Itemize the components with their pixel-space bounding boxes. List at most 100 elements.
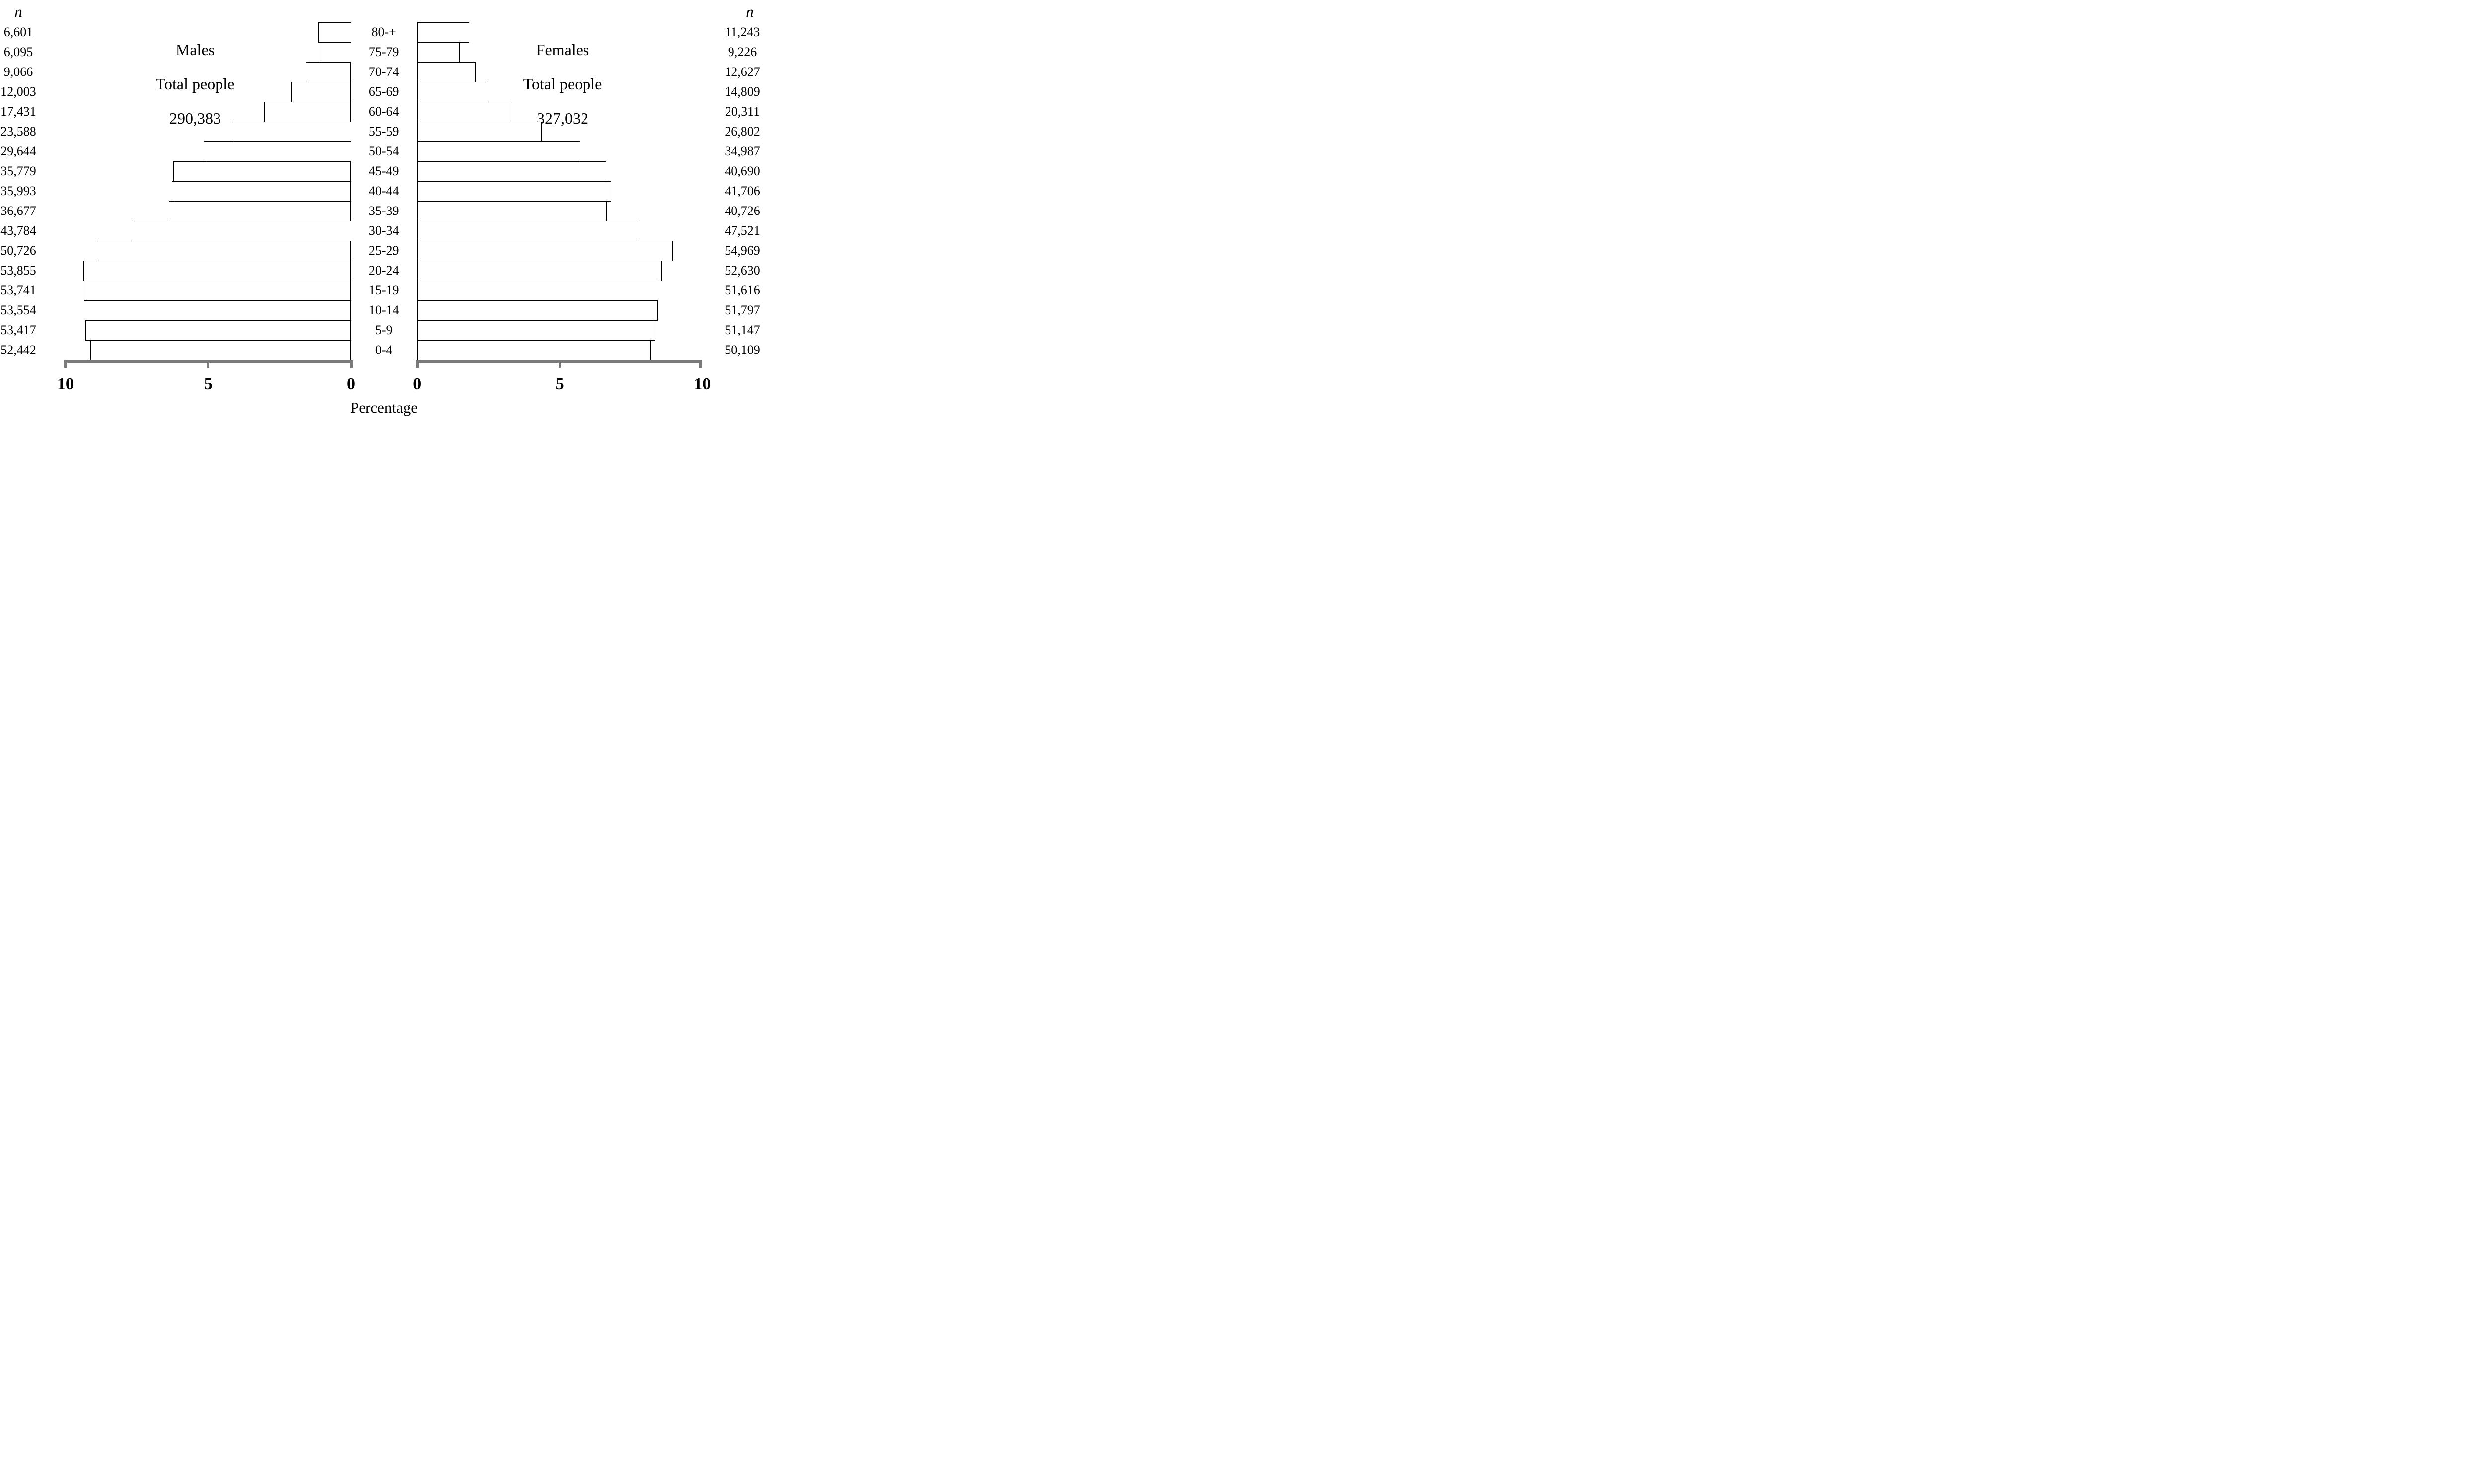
male-bar	[99, 240, 351, 262]
age-label: 0-4	[375, 342, 393, 357]
male-x-axis-tick-10	[64, 359, 67, 368]
male-n-label: 12,003	[0, 84, 36, 99]
male-n-label: 43,784	[0, 223, 36, 238]
male-bar	[133, 220, 351, 242]
male-n-label: 29,644	[0, 143, 36, 158]
male-bar	[84, 300, 351, 321]
female-bar	[417, 161, 607, 182]
male-n-label: 50,726	[0, 243, 36, 258]
left-n-header: n	[14, 3, 22, 20]
right-n-header: n	[746, 3, 754, 20]
female-n-label: 47,521	[725, 223, 760, 238]
male-bar	[90, 340, 351, 361]
age-label: 30-34	[368, 223, 399, 238]
male-bar	[83, 260, 351, 282]
female-bar	[417, 101, 512, 123]
female-bar	[417, 220, 639, 242]
male-n-label: 35,993	[0, 183, 36, 198]
female-bar	[417, 42, 460, 63]
age-label: 40-44	[368, 183, 399, 198]
male-bar	[305, 62, 351, 83]
female-n-label: 26,802	[725, 124, 760, 139]
female-tick-label-10: 10	[694, 375, 711, 393]
male-n-label: 36,677	[0, 203, 36, 218]
male-bar	[320, 42, 351, 63]
male-bar	[233, 121, 351, 142]
female-n-label: 34,987	[725, 143, 760, 158]
age-label: 25-29	[368, 243, 399, 258]
age-label: 10-14	[368, 302, 399, 317]
female-n-label: 52,630	[725, 263, 760, 278]
female-bar	[417, 340, 651, 361]
age-label: 65-69	[368, 84, 399, 99]
male-tick-label-5: 5	[204, 375, 213, 393]
females-title-total-value: 327,032	[537, 109, 588, 127]
females-title-name: Females	[536, 41, 589, 59]
female-x-axis-tick-0	[415, 359, 419, 368]
males-title: Males Total people 290,383	[86, 33, 304, 136]
female-bar	[417, 121, 542, 142]
males-title-name: Males	[175, 41, 215, 59]
female-bar	[417, 22, 470, 43]
male-n-label: 6,601	[3, 24, 33, 39]
males-title-total-label: Total people	[155, 75, 235, 93]
female-x-axis-tick-10	[699, 359, 703, 368]
males-title-total-value: 290,383	[169, 109, 221, 127]
female-n-label: 12,627	[725, 64, 760, 79]
male-n-label: 35,779	[0, 163, 36, 178]
female-bar	[417, 320, 656, 341]
female-x-axis-tick-5	[559, 359, 561, 368]
male-n-label: 9,066	[3, 64, 33, 79]
age-label: 80-+	[371, 24, 396, 39]
male-n-label: 17,431	[0, 104, 36, 119]
females-title-total-label: Total people	[523, 75, 602, 93]
age-label: 75-79	[368, 44, 399, 59]
male-x-axis-tick-5	[207, 359, 210, 368]
male-n-label: 53,554	[0, 302, 36, 317]
male-x-axis-tick-0	[349, 359, 353, 368]
age-label: 55-59	[368, 124, 399, 139]
female-bar	[417, 81, 486, 103]
female-bar	[417, 141, 580, 162]
female-n-label: 20,311	[725, 104, 760, 119]
male-bar	[172, 181, 351, 202]
male-bar	[83, 280, 351, 301]
male-bar	[318, 22, 351, 43]
male-bar	[173, 161, 351, 182]
female-n-label: 40,690	[725, 163, 760, 178]
female-n-label: 14,809	[725, 84, 760, 99]
female-bar	[417, 240, 673, 262]
females-title: Females Total people 327,032	[453, 33, 672, 136]
female-bar	[417, 201, 607, 222]
female-bar	[417, 62, 476, 83]
male-n-label: 53,855	[0, 263, 36, 278]
male-tick-label-10: 10	[57, 375, 74, 393]
female-n-label: 51,797	[725, 302, 760, 317]
female-n-label: 50,109	[725, 342, 760, 357]
age-label: 50-54	[368, 143, 399, 158]
female-bar	[417, 260, 662, 282]
male-bar	[291, 81, 351, 103]
female-n-label: 40,726	[725, 203, 760, 218]
female-n-label: 51,616	[725, 283, 760, 297]
age-label: 20-24	[368, 263, 399, 278]
female-n-label: 9,226	[728, 44, 757, 59]
female-bar	[417, 300, 658, 321]
age-label: 70-74	[368, 64, 399, 79]
female-tick-label-0: 0	[413, 375, 422, 393]
age-label: 60-64	[368, 104, 399, 119]
female-n-label: 11,243	[725, 24, 760, 39]
age-label: 15-19	[368, 283, 399, 297]
x-axis-title: Percentage	[350, 399, 418, 416]
female-bar	[417, 181, 611, 202]
female-n-label: 51,147	[725, 322, 760, 337]
male-n-label: 52,442	[0, 342, 36, 357]
male-n-label: 53,417	[0, 322, 36, 337]
male-bar	[264, 101, 351, 123]
female-tick-label-5: 5	[555, 375, 564, 393]
female-n-label: 41,706	[725, 183, 760, 198]
population-pyramid-figure: n n Males Total people 290,383 Females T…	[0, 0, 766, 428]
male-n-label: 53,741	[0, 283, 36, 297]
male-bar	[85, 320, 351, 341]
male-n-label: 6,095	[3, 44, 33, 59]
